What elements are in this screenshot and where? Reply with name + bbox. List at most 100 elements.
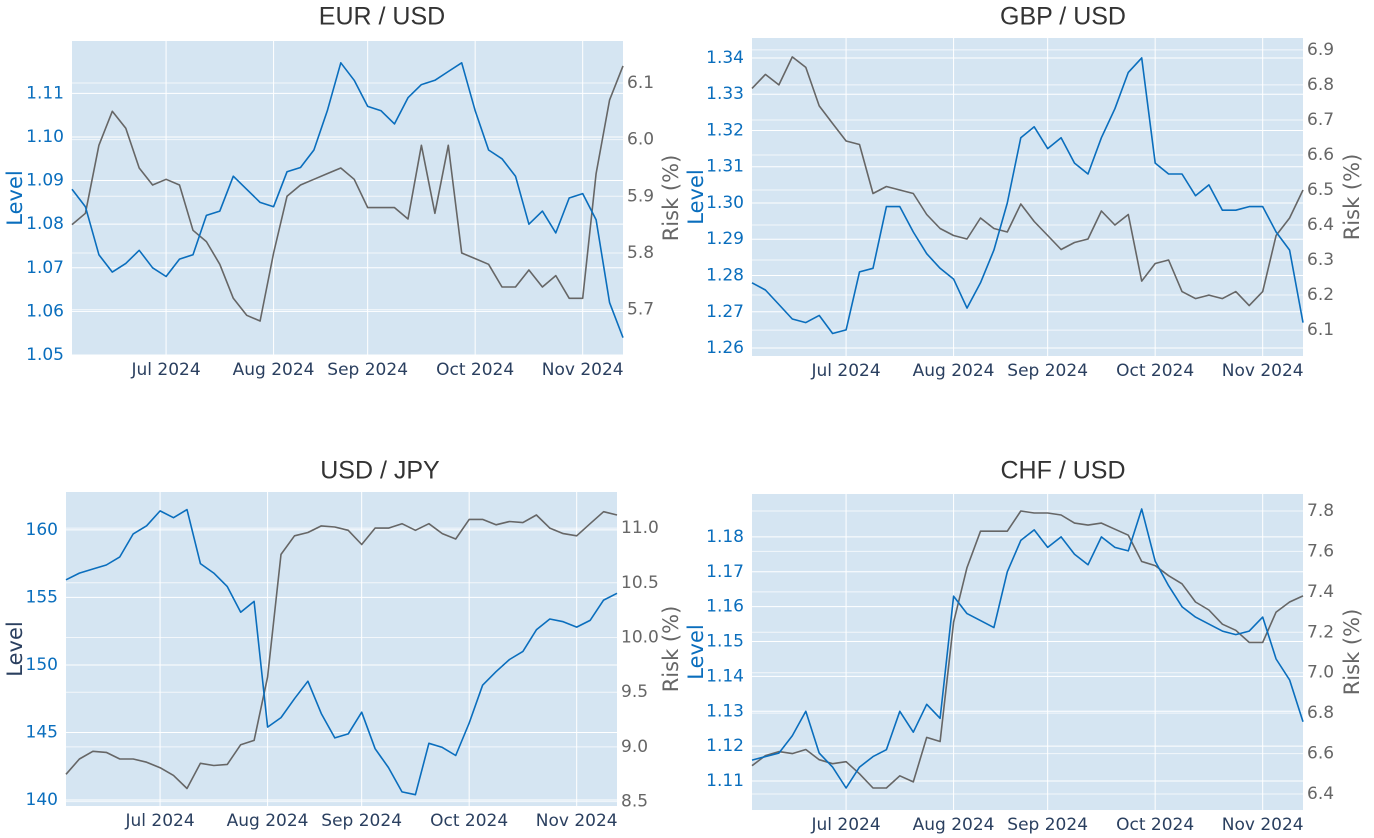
y-tick-label: 1.34 [706,48,744,68]
y-tick-label: 1.09 [26,171,64,191]
x-tick-label: Nov 2024 [536,811,618,831]
plot-background [66,492,617,806]
y-tick-label: 1.29 [706,229,744,249]
y-tick-label: 1.17 [706,562,744,582]
x-tick-label: Oct 2024 [436,360,514,380]
chart-title: USD / JPY [320,457,440,485]
y2-tick-label: 9.5 [621,682,648,702]
y2-tick-label: 6.5 [1307,180,1334,200]
plot-background [72,41,623,355]
y-axis-title: Level [3,170,27,225]
y2-tick-label: 6.3 [1307,250,1334,270]
y2-tick-label: 7.0 [1307,663,1334,683]
y2-tick-label: 9.0 [621,737,648,757]
y2-tick-label: 6.6 [1307,744,1334,764]
y-tick-label: 1.30 [706,193,744,213]
plot-background [752,494,1303,810]
x-tick-label: Oct 2024 [1116,361,1194,381]
y2-tick-label: 6.0 [627,130,654,150]
y2-tick-label: 7.6 [1307,541,1334,561]
series-line [71,65,624,322]
series-line [751,510,1304,789]
y-tick-label: 145 [26,722,58,742]
x-tick-label: Jul 2024 [124,811,194,831]
y-tick-label: 1.28 [706,266,744,286]
series-line [65,510,618,790]
y2-tick-label: 5.9 [627,186,654,206]
y-tick-label: 1.32 [706,120,744,140]
y2-tick-label: 6.1 [627,73,654,93]
y2-tick-label: 6.2 [1307,285,1334,305]
x-tick-label: Nov 2024 [1222,815,1304,835]
y2-tick-label: 6.9 [1307,40,1334,60]
subplot: 1.05 1.06 1.07 1.08 1.09 1.10 1.11 5.7 5.8 5.9 6.0… [3,3,683,380]
y-tick-label: 1.33 [706,84,744,104]
subplot: 1.26 1.27 1.28 1.29 1.30 1.31 1.32 1.33 1.34 6.1 6… [684,3,1364,381]
y2-tick-label: 10.5 [621,573,659,593]
y-tick-label: 1.08 [26,214,64,234]
y-axis-title: Level [684,169,708,224]
x-tick-label: Aug 2024 [233,360,315,380]
y2-tick-label: 8.5 [621,792,648,812]
y2-tick-label: 6.6 [1307,145,1334,165]
y-tick-label: 1.05 [26,345,64,365]
y2-axis-title: Risk (%) [1340,154,1364,241]
x-tick-label: Aug 2024 [913,361,995,381]
series-line [751,56,1304,307]
x-tick-label: Aug 2024 [227,811,309,831]
x-tick-label: Nov 2024 [1222,361,1304,381]
y-tick-label: 1.07 [26,258,64,278]
y-tick-label: 1.16 [706,597,744,617]
x-tick-label: Aug 2024 [913,815,995,835]
y2-tick-label: 7.8 [1307,501,1334,521]
series-line [751,508,1304,789]
y-tick-label: 1.15 [706,632,744,652]
chart-title: GBP / USD [1000,3,1126,31]
x-tick-label: Jul 2024 [810,815,880,835]
y2-tick-label: 7.4 [1307,582,1334,602]
y-axis-title: Level [3,621,27,676]
y2-tick-label: 7.2 [1307,622,1334,642]
x-tick-label: Sep 2024 [327,360,408,380]
series-line [65,508,618,796]
x-tick-label: Sep 2024 [1007,361,1088,381]
y2-tick-label: 6.4 [1307,215,1334,235]
x-tick-label: Jul 2024 [130,360,200,380]
y-tick-label: 1.18 [706,527,744,547]
y2-axis-title: Risk (%) [1340,609,1364,696]
y2-tick-label: 6.7 [1307,110,1334,130]
y-tick-label: 1.26 [706,338,744,358]
series-line [71,62,624,338]
y2-tick-label: 11.0 [621,518,659,538]
y-tick-label: 1.12 [706,736,744,756]
y-tick-label: 1.10 [26,127,64,147]
y-tick-label: 1.13 [706,701,744,721]
x-tick-label: Oct 2024 [1116,815,1194,835]
y-tick-label: 1.11 [26,83,64,103]
y-tick-label: 140 [26,790,58,810]
x-tick-label: Sep 2024 [321,811,402,831]
x-tick-label: Oct 2024 [430,811,508,831]
y2-tick-label: 5.7 [627,300,654,320]
y-tick-label: 1.06 [26,301,64,321]
chart-title: EUR / USD [319,3,445,31]
y2-tick-label: 6.1 [1307,320,1334,340]
subplot: 140 145 150 155 160 8.5 9.0 9.5 10.0 10.5 11.0 Jul … [3,457,683,831]
x-tick-label: Sep 2024 [1007,815,1088,835]
y2-tick-label: 6.8 [1307,75,1334,95]
plot-background [752,38,1303,356]
y-tick-label: 1.31 [706,157,744,177]
y2-tick-label: 6.8 [1307,703,1334,723]
y2-tick-label: 6.4 [1307,784,1334,804]
subplot: 1.11 1.12 1.13 1.14 1.15 1.16 1.17 1.18 6.4 6.6 6.… [684,457,1364,835]
x-tick-label: Jul 2024 [810,361,880,381]
y2-axis-title: Risk (%) [659,606,683,693]
y-tick-label: 155 [26,587,58,607]
x-tick-label: Nov 2024 [542,360,624,380]
y-tick-label: 1.27 [706,302,744,322]
y-axis-title: Level [684,624,708,679]
y-tick-label: 160 [26,520,58,540]
y2-axis-title: Risk (%) [659,155,683,242]
y-tick-label: 1.14 [706,666,744,686]
